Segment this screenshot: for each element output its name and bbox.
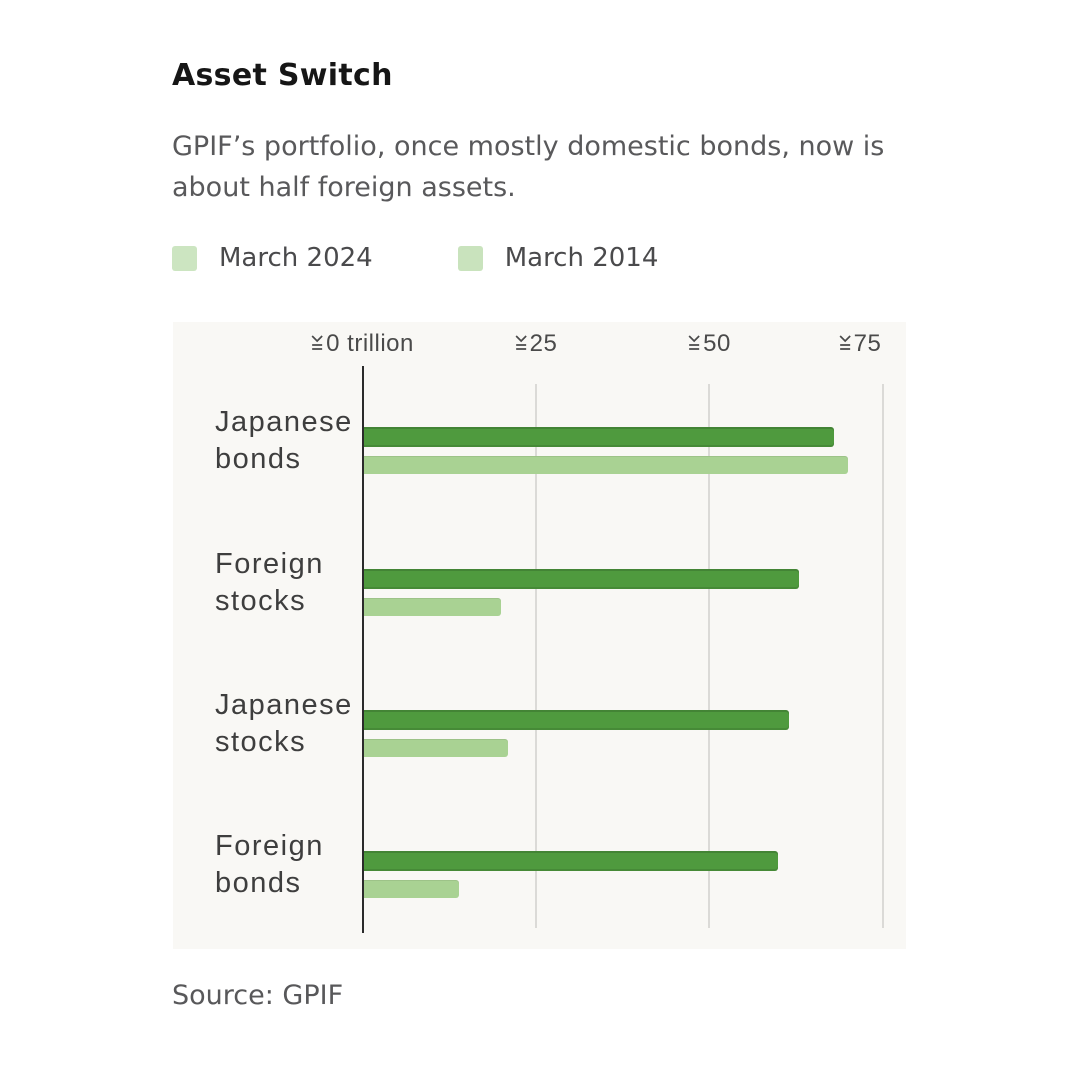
bar-march-2024-japanese-stocks (364, 710, 789, 730)
page-title: Asset Switch (172, 58, 393, 93)
x-tick-0-trillion: 0 trillion (310, 330, 414, 358)
category-label-japanese-stocks: Japanese stocks (215, 689, 353, 758)
category-label-foreign-bonds: Foreign bonds (215, 830, 324, 899)
source-note: Source: GPIF (172, 980, 344, 1011)
bar-march-2014-foreign-stocks (364, 598, 501, 616)
gridline-25 (534, 384, 537, 928)
category-label-foreign-stocks: Foreign stocks (215, 548, 324, 617)
gridline-75 (881, 384, 884, 928)
yen-symbol-icon (311, 335, 323, 350)
legend-swatch-march-2024 (172, 245, 197, 271)
bar-march-2024-foreign-stocks (364, 569, 800, 589)
x-tick-75: 75 (838, 330, 882, 358)
bar-march-2014-japanese-stocks (364, 739, 508, 757)
chart-subtitle: GPIF’s portfolio, once mostly domestic b… (172, 131, 885, 203)
x-tick-label: 75 (853, 330, 882, 357)
chart-plot-area (173, 322, 906, 949)
legend-swatch-march-2014 (457, 245, 483, 271)
x-tick-label: 50 (703, 330, 731, 357)
yen-symbol-icon (688, 335, 700, 350)
chart-legend: March 2024 March 2014 (172, 243, 658, 273)
legend-item-march-2024: March 2024 (172, 243, 373, 273)
bar-march-2024-foreign-bonds (364, 851, 779, 871)
x-tick-label: 25 (529, 330, 558, 357)
legend-item-march-2014: March 2014 (457, 243, 659, 273)
bar-march-2024-japanese-bonds (364, 427, 834, 447)
x-tick-25: 25 (514, 330, 558, 358)
category-label-japanese-bonds: Japanese bonds (215, 406, 353, 475)
zero-axis-line (362, 366, 364, 933)
bar-march-2014-japanese-bonds (364, 456, 848, 474)
bar-march-2014-foreign-bonds (364, 880, 460, 898)
legend-label-march-2014: March 2014 (504, 243, 659, 273)
gridline-50 (708, 384, 710, 928)
yen-symbol-icon (515, 335, 527, 350)
yen-symbol-icon (839, 335, 851, 350)
legend-label-march-2024: March 2024 (219, 243, 373, 273)
x-tick-50: 50 (687, 330, 731, 358)
x-tick-label: 0 trillion (326, 330, 414, 357)
